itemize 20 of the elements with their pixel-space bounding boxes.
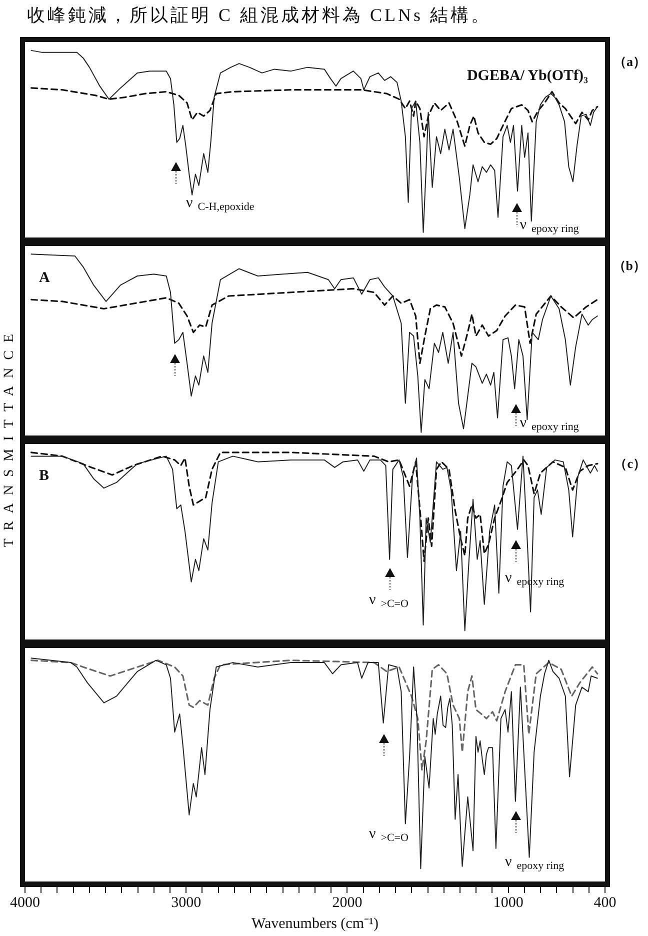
text: DGEBA/ Yb(OTf)₃ <box>466 68 588 86</box>
x-tick-label: 4000 <box>10 894 40 911</box>
annotation: ν$_{epoxy ring}$ <box>520 217 579 235</box>
annotation: ν$_{epoxy ring}$ <box>520 415 579 434</box>
text: B <box>39 468 50 486</box>
x-tick-label: 400 <box>594 894 616 911</box>
text: A <box>39 270 50 288</box>
annotation: ν$_{>C=O}$ <box>368 592 408 610</box>
x-tick-label: 2000 <box>332 894 362 911</box>
text: 收峰鈍減，所以証明 C 組混成材料為 CLNs 結構。 <box>27 5 492 26</box>
x-tick-label: 3000 <box>171 894 202 911</box>
annotation: ν$_{>C=O}$ <box>368 826 408 844</box>
annotation: ν$_{epoxy ring}$ <box>505 854 564 872</box>
text: （a） <box>614 54 646 70</box>
x-tick-label: 1000 <box>493 894 524 911</box>
text: （b） <box>612 258 646 274</box>
y-axis-title: TRANSMITTANCE <box>2 326 18 547</box>
text: （c） <box>614 456 646 472</box>
x-axis-title: Wavenumbers (cm⁻¹) <box>252 916 378 932</box>
annotation: ν$_{C-H,epoxide}$ <box>186 195 254 214</box>
